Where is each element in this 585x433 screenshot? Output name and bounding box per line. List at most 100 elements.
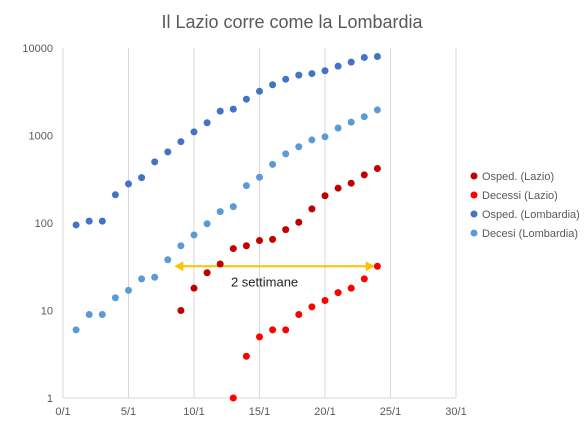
data-point xyxy=(282,226,290,234)
data-point xyxy=(216,107,224,115)
data-point xyxy=(190,128,198,136)
data-point xyxy=(347,58,355,66)
data-point xyxy=(373,164,381,172)
data-point xyxy=(203,220,211,228)
data-point xyxy=(242,182,250,190)
data-point xyxy=(295,218,303,226)
y-tick-label: 10000 xyxy=(22,43,53,55)
data-point xyxy=(295,143,303,151)
data-point xyxy=(229,203,237,211)
data-point xyxy=(308,70,316,78)
x-tick-label: 20/1 xyxy=(314,406,335,418)
data-point xyxy=(216,208,224,216)
data-point xyxy=(229,394,237,402)
data-point xyxy=(373,52,381,60)
data-point xyxy=(347,179,355,187)
data-point xyxy=(242,352,250,360)
y-tick-label: 1 xyxy=(47,393,53,405)
legend-entry: Osped. (Lazio) xyxy=(482,171,554,183)
data-point xyxy=(308,136,316,144)
data-point xyxy=(151,273,159,281)
data-point xyxy=(347,284,355,292)
data-point xyxy=(242,95,250,103)
data-point xyxy=(125,286,132,294)
data-point xyxy=(190,231,198,239)
data-point xyxy=(256,333,263,341)
data-point xyxy=(269,235,277,243)
grid-layer xyxy=(62,48,457,398)
data-point xyxy=(256,173,263,181)
data-point xyxy=(256,237,263,245)
data-point xyxy=(269,81,277,89)
legend-entry: Decessi (Lazio) xyxy=(482,190,558,202)
data-point xyxy=(321,192,329,200)
data-point xyxy=(177,242,185,250)
data-point xyxy=(373,106,381,114)
y-tick-label: 10 xyxy=(41,306,53,318)
data-point xyxy=(138,174,146,182)
annotation-arrowhead-left xyxy=(174,261,184,272)
x-tick-label: 5/1 xyxy=(121,406,136,418)
data-point xyxy=(360,275,368,283)
legend-entry: Decesi (Lombardia) xyxy=(482,228,578,240)
data-point xyxy=(269,326,277,334)
data-point xyxy=(151,158,159,166)
y-tick-label: 100 xyxy=(35,218,53,230)
data-point xyxy=(360,171,368,179)
data-point xyxy=(85,217,93,225)
chart-title: Il Lazio corre come la Lombardia xyxy=(161,12,423,32)
data-point xyxy=(85,311,93,319)
data-point xyxy=(334,289,342,297)
data-point xyxy=(269,160,277,168)
data-point xyxy=(203,269,211,277)
data-point xyxy=(216,260,224,268)
data-point xyxy=(138,275,146,283)
x-tick-label: 0/1 xyxy=(55,406,70,418)
data-point xyxy=(72,221,80,229)
data-point xyxy=(256,87,263,95)
x-tick-label: 25/1 xyxy=(380,406,401,418)
data-point xyxy=(373,262,381,270)
points-layer xyxy=(72,52,381,402)
data-point xyxy=(360,113,368,121)
data-point xyxy=(282,150,290,158)
data-point xyxy=(111,191,119,199)
data-point xyxy=(203,119,211,127)
data-point xyxy=(321,133,329,141)
axis-layer: 0/1 5/1 10/1 15/1 20/1 25/1 30/1 1 10 100 1000 1000… xyxy=(22,43,466,418)
data-point xyxy=(229,105,237,113)
y-tick-label: 1000 xyxy=(29,131,53,143)
data-point xyxy=(295,71,303,79)
legend-marker xyxy=(470,210,478,218)
x-tick-label: 10/1 xyxy=(183,406,204,418)
data-point xyxy=(295,311,303,319)
data-point xyxy=(347,118,355,126)
data-point xyxy=(308,205,316,213)
data-point xyxy=(360,53,368,61)
data-point xyxy=(321,67,329,75)
legend-marker xyxy=(470,229,478,237)
legend-marker xyxy=(470,191,478,199)
annotation-arrowhead-right xyxy=(365,261,375,272)
data-point xyxy=(98,311,106,319)
data-point xyxy=(177,307,185,314)
data-point xyxy=(177,138,185,146)
x-tick-label: 15/1 xyxy=(249,406,270,418)
data-point xyxy=(229,245,237,253)
data-point xyxy=(282,326,290,334)
data-point xyxy=(164,256,172,264)
data-point xyxy=(190,284,198,292)
data-point xyxy=(282,75,290,83)
data-point xyxy=(321,297,329,305)
annotation-layer: 2 settimane xyxy=(174,261,375,289)
x-tick-label: 30/1 xyxy=(445,406,466,418)
data-point xyxy=(164,148,172,156)
data-point xyxy=(125,180,132,188)
legend-entry: Osped. (Lombardia) xyxy=(482,209,580,221)
legend-marker xyxy=(470,172,478,180)
data-point xyxy=(72,326,80,334)
data-point xyxy=(308,303,316,311)
